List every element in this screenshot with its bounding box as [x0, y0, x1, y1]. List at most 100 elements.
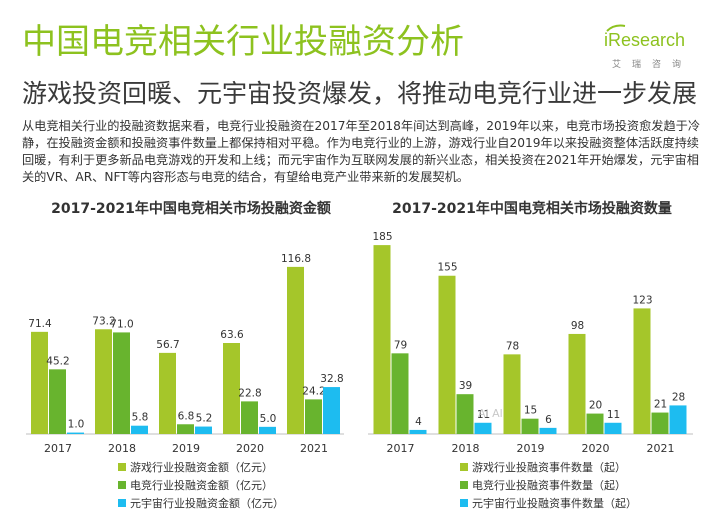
- bar: [651, 412, 669, 434]
- legend-item: 电竞行业投融资金额（亿元）: [118, 476, 284, 494]
- bar: [586, 413, 604, 434]
- legend-label: 电竞行业投融资事件数量（起）: [472, 479, 626, 492]
- data-label: 11: [477, 409, 490, 421]
- x-tick-label: 2018: [108, 442, 136, 455]
- investment-count-chart: 185 79 4 2017 155 39 11 2018 78 15 6 2019 98 20 11 2020…: [368, 231, 693, 455]
- data-label: 6: [545, 414, 552, 426]
- data-label: 123: [632, 294, 652, 306]
- x-tick-label: 2020: [582, 442, 610, 455]
- data-label: 5.8: [132, 412, 149, 424]
- data-label: 20: [589, 400, 602, 412]
- bar: [503, 354, 521, 434]
- data-label: 15: [524, 405, 537, 417]
- legend-label: 电竞行业投融资金额（亿元）: [130, 479, 273, 492]
- legend-label: 元宇宙行业投融资事件数量（起）: [472, 497, 637, 510]
- data-label: 6.8: [178, 410, 195, 422]
- investment-amount-chart: 71.4 45.2 1.0 2017 73.271.0 5.8 2018 56.7 6.8 5.2…: [26, 253, 344, 455]
- logo-text: iResearch: [604, 30, 686, 50]
- legend-swatch-green-dark: [118, 481, 126, 489]
- bar: [259, 426, 276, 434]
- bar: [409, 429, 427, 434]
- legend-item: 电竞行业投融资事件数量（起）: [460, 476, 637, 494]
- data-label: 11: [607, 409, 620, 421]
- data-label: 71.0: [110, 318, 133, 330]
- bar: [456, 394, 474, 434]
- legend-label: 元宇宙行业投融资金额（亿元）: [130, 497, 284, 510]
- bar: [604, 422, 622, 434]
- bar: [323, 387, 340, 434]
- bar: [521, 418, 539, 434]
- legend-item: 元宇宙行业投融资金额（亿元）: [118, 494, 284, 510]
- x-tick-label: 2020: [236, 442, 264, 455]
- bar: [669, 405, 687, 434]
- data-label: 185: [372, 231, 392, 243]
- data-label: 155: [437, 262, 457, 274]
- chart-title-count: 2017-2021年中国电竞相关市场投融资数量: [392, 201, 672, 217]
- bar: [223, 343, 240, 434]
- bar: [131, 425, 148, 434]
- logo-swoosh-icon: [606, 24, 626, 32]
- x-tick-label: 2019: [172, 442, 200, 455]
- legend-swatch-cyan: [118, 499, 126, 507]
- bar: [474, 422, 492, 434]
- intro-paragraph: 从电竞相关行业的投融资数据来看，电竞行业投融资在2017年至2018年间达到高峰…: [22, 119, 701, 184]
- legend-swatch-green-light: [460, 463, 468, 471]
- legend-swatch-cyan: [460, 499, 468, 507]
- watermark: Al Al: [478, 407, 503, 420]
- chart-title-amount: 2017-2021年中国电竞相关市场投融资金额: [51, 201, 331, 217]
- x-tick-label: 2017: [387, 442, 415, 455]
- x-tick-label: 2021: [300, 442, 328, 455]
- legend-item: 游戏行业投融资事件数量（起）: [460, 458, 637, 476]
- data-label: 63.6: [220, 329, 244, 341]
- data-label: 21: [654, 399, 667, 411]
- x-tick-label: 2018: [452, 442, 480, 455]
- legend-item: 元宇宙行业投融资事件数量（起）: [460, 494, 637, 510]
- data-label: 116.8: [281, 253, 311, 265]
- legend-swatch-green-light: [118, 463, 126, 471]
- bar: [31, 331, 48, 434]
- bar: [633, 308, 651, 434]
- bar: [373, 245, 391, 434]
- legend-item: 游戏行业投融资金额（亿元）: [118, 458, 284, 476]
- data-label: 71.4: [28, 318, 52, 330]
- data-label: 24.2: [302, 385, 325, 397]
- bar: [49, 369, 66, 434]
- data-label: 4: [415, 416, 422, 428]
- x-tick-label: 2019: [517, 442, 545, 455]
- bar: [95, 329, 112, 434]
- data-label: 45.2: [46, 355, 69, 367]
- legend-count: 游戏行业投融资事件数量（起） 电竞行业投融资事件数量（起） 元宇宙行业投融资事件…: [460, 458, 637, 510]
- bar: [568, 333, 586, 434]
- data-label: 73.2: [92, 315, 115, 327]
- bar: [305, 399, 322, 434]
- data-label: 5.0: [260, 413, 277, 425]
- bar: [195, 426, 212, 434]
- data-label: 98: [571, 320, 584, 332]
- data-label: 39: [459, 380, 472, 392]
- data-label: 79: [394, 339, 407, 351]
- legend-swatch-green-dark: [460, 481, 468, 489]
- data-label: 22.8: [238, 387, 261, 399]
- data-label: 78: [506, 340, 519, 352]
- logo-subtext: 艾瑞咨询: [612, 60, 693, 70]
- legend-label: 游戏行业投融资事件数量（起）: [472, 461, 626, 474]
- page-subtitle: 游戏投资回暖、元宇宙投资爆发，将推动电竞行业进一步发展: [22, 79, 698, 108]
- iresearch-logo: iResearch 艾瑞咨询: [604, 24, 700, 70]
- bar: [159, 352, 176, 434]
- legend-amount: 游戏行业投融资金额（亿元） 电竞行业投融资金额（亿元） 元宇宙行业投融资金额（亿…: [118, 458, 284, 510]
- x-tick-label: 2021: [647, 442, 675, 455]
- legend-label: 游戏行业投融资金额（亿元）: [130, 461, 273, 474]
- bar: [113, 332, 130, 434]
- bar: [438, 275, 456, 434]
- bar: [539, 427, 557, 434]
- bar: [241, 401, 258, 434]
- bar: [177, 424, 194, 434]
- data-label: 32.8: [320, 373, 343, 385]
- x-tick-label: 2017: [44, 442, 72, 455]
- data-label: 28: [672, 391, 685, 403]
- data-label: 1.0: [68, 419, 85, 431]
- bar: [67, 432, 84, 434]
- bar: [391, 353, 409, 434]
- data-label: 56.7: [156, 339, 179, 351]
- bar: [287, 266, 304, 434]
